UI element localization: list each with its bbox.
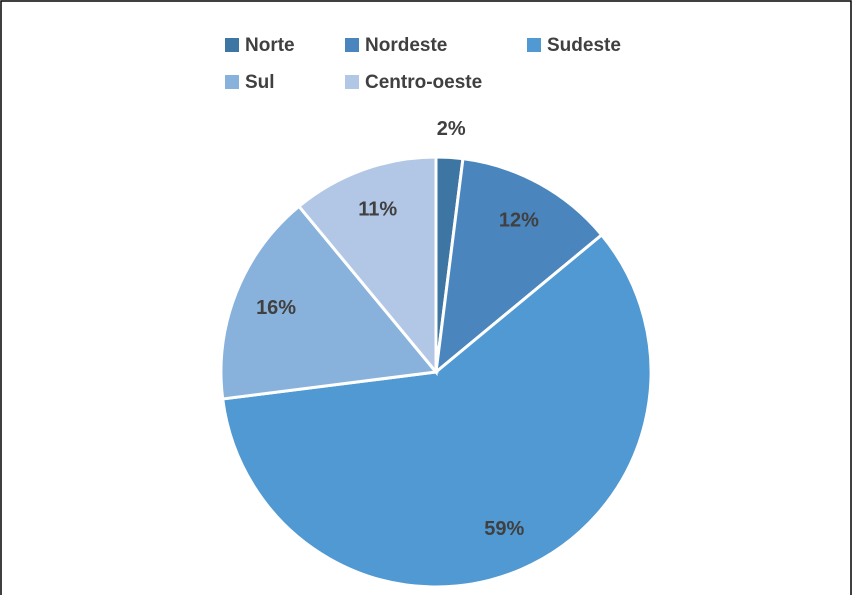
pie-slice (221, 232, 653, 589)
legend-swatch (225, 38, 239, 52)
data-label: 59% (484, 518, 524, 540)
legend-swatch (345, 75, 359, 89)
data-label: 11% (358, 198, 397, 220)
pie-slice (296, 155, 438, 377)
legend-label: Sul (245, 72, 275, 93)
legend-label: Nordeste (365, 35, 447, 56)
data-label: 12% (499, 210, 539, 232)
data-label: 16% (256, 297, 296, 319)
data-label: 2% (437, 118, 466, 140)
pie-slice (434, 157, 604, 376)
legend-swatch (225, 75, 239, 89)
legend-label: Norte (245, 35, 295, 56)
legend-swatch (527, 38, 541, 52)
legend-swatch (345, 38, 359, 52)
legend-label: Centro-oeste (365, 72, 482, 93)
legend-label: Sudeste (547, 35, 621, 56)
pie-slice (219, 204, 439, 401)
